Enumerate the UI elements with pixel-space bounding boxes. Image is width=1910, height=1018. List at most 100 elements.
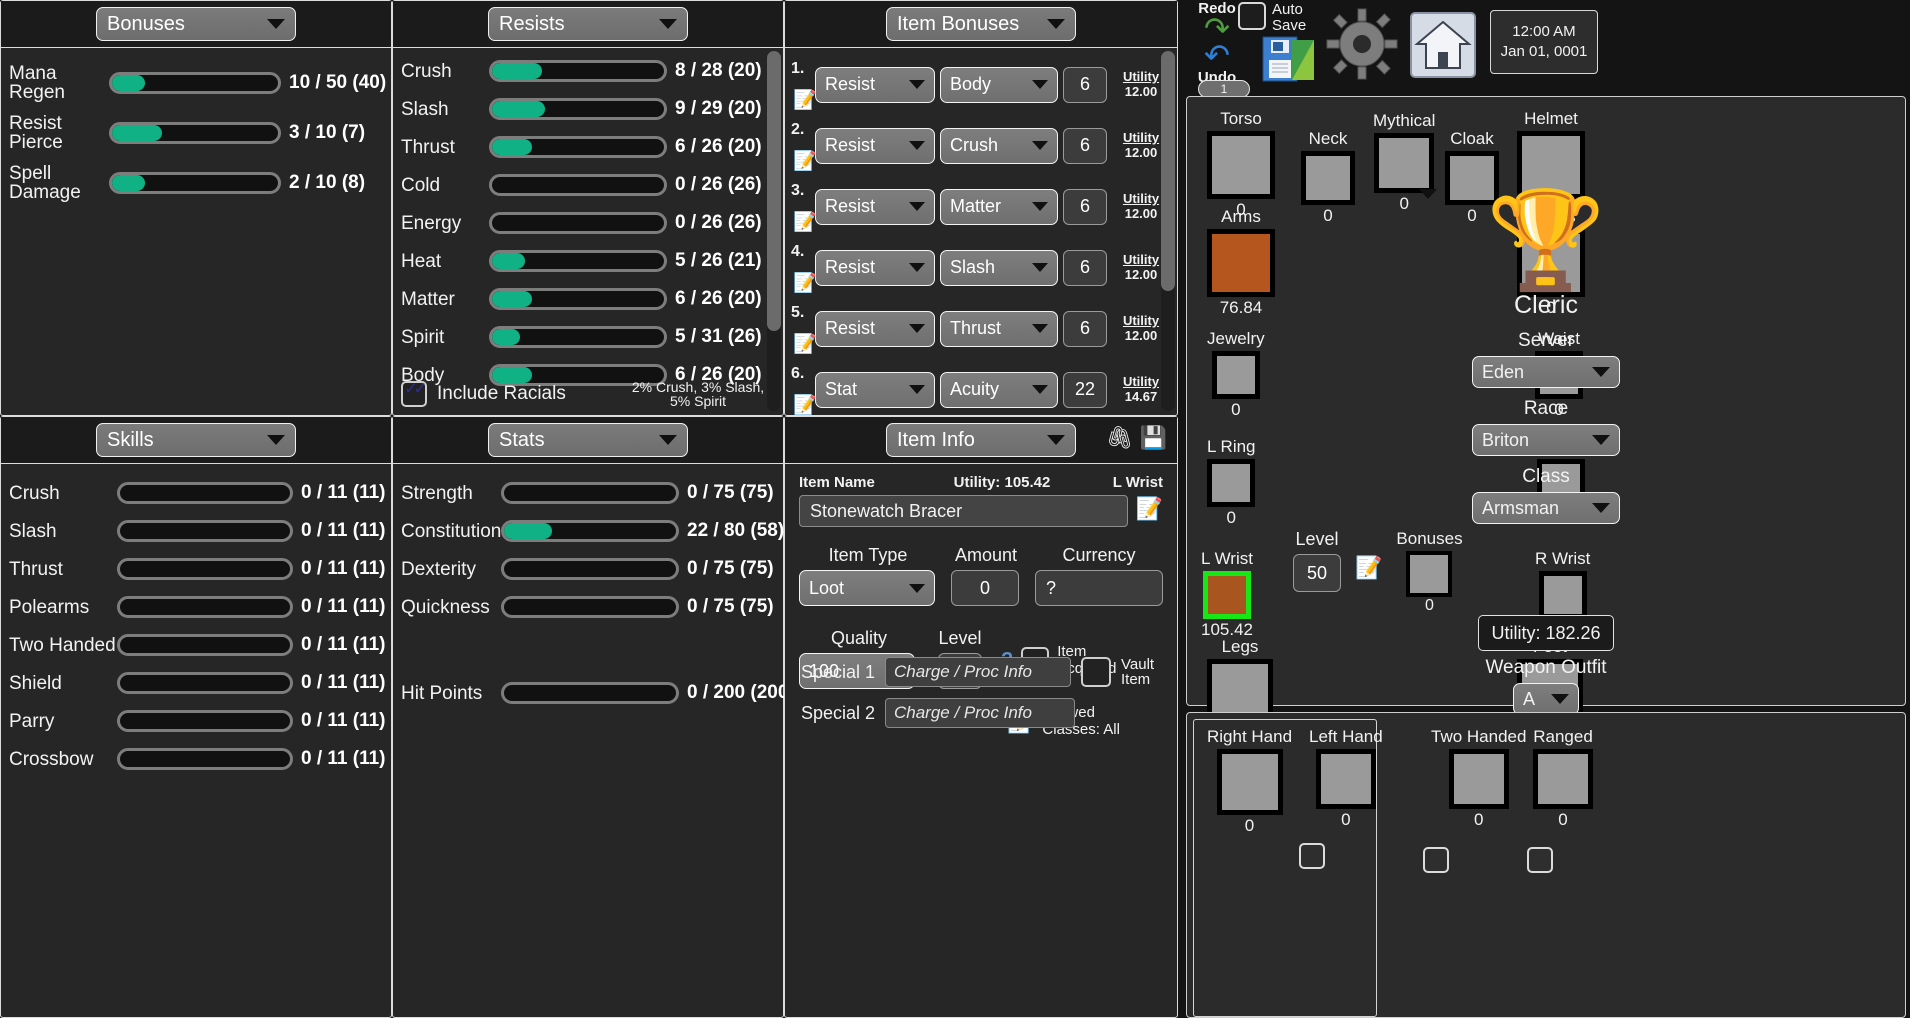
bar-track[interactable]: [109, 72, 281, 94]
slot-cloak[interactable]: Cloak 0: [1445, 129, 1499, 226]
bar-track[interactable]: [489, 212, 667, 234]
bar-track[interactable]: [489, 250, 667, 272]
edit-note-icon[interactable]: 📝: [793, 151, 817, 172]
slot-box[interactable]: [1517, 131, 1585, 199]
bonus-target-dropdown[interactable]: Crush: [940, 127, 1058, 164]
slot-box[interactable]: [1533, 749, 1593, 809]
bonus-type-dropdown[interactable]: Resist: [815, 188, 935, 225]
bar-track[interactable]: [109, 122, 281, 144]
bonus-target-dropdown[interactable]: Body: [940, 66, 1058, 103]
bonus-amount-input[interactable]: 6: [1063, 66, 1107, 103]
bonuses-dropdown[interactable]: Bonuses: [96, 7, 296, 41]
slot-box[interactable]: [1538, 571, 1587, 619]
slot-box[interactable]: [1517, 229, 1585, 297]
stats-dropdown[interactable]: Stats: [488, 423, 688, 457]
bonus-amount-input[interactable]: 6: [1063, 310, 1107, 347]
bonus-type-dropdown[interactable]: Stat: [815, 371, 935, 408]
slot-box[interactable]: [1448, 749, 1509, 809]
slot-arms[interactable]: Arms 76.84: [1207, 207, 1275, 318]
slot-torso[interactable]: Torso 0: [1207, 109, 1275, 220]
save-icon[interactable]: [1262, 36, 1314, 84]
include-racials-checkbox[interactable]: [401, 379, 427, 408]
bonus-amount-input[interactable]: 6: [1063, 127, 1107, 164]
slot-box[interactable]: [1211, 351, 1260, 399]
slot-l-ring[interactable]: L Ring 0: [1207, 437, 1256, 528]
bar-track[interactable]: [117, 710, 293, 732]
slot-box[interactable]: [1203, 571, 1251, 619]
bonus-target-dropdown[interactable]: Acuity: [940, 371, 1058, 408]
bonus-amount-input[interactable]: 6: [1063, 249, 1107, 286]
slot-box[interactable]: [1207, 131, 1275, 199]
edit-note-icon[interactable]: 📝: [793, 273, 817, 294]
edit-note-icon[interactable]: 📝: [793, 334, 817, 355]
bonus-amount-input[interactable]: 6: [1063, 188, 1107, 225]
weapon-outfit-dropdown[interactable]: A: [1513, 683, 1579, 715]
edit-note-icon[interactable]: 📝: [793, 212, 817, 233]
bar-track[interactable]: [117, 558, 293, 580]
bar-track[interactable]: [489, 60, 667, 82]
notes-icon[interactable]: 📝: [1355, 555, 1383, 580]
gear-icon[interactable]: [1326, 8, 1398, 85]
slot-ranged[interactable]: Ranged 0: [1533, 727, 1593, 830]
resists-scrollbar[interactable]: [767, 51, 781, 411]
skills-dropdown[interactable]: Skills: [96, 423, 296, 457]
scrollbar-thumb[interactable]: [767, 51, 781, 331]
bar-track[interactable]: [501, 520, 679, 542]
amount-input[interactable]: 0: [951, 570, 1019, 606]
edit-note-icon[interactable]: 📝: [793, 90, 817, 111]
slot-left-hand[interactable]: Left Hand 0: [1309, 727, 1383, 830]
redo-button[interactable]: Redo ↷: [1186, 0, 1248, 44]
auto-save-toggle[interactable]: Auto Save: [1238, 2, 1306, 34]
slot-box[interactable]: [1207, 459, 1256, 507]
one-handed-active-checkbox[interactable]: [1299, 843, 1325, 869]
bar-track[interactable]: [489, 98, 667, 120]
item-bonuses-scrollbar[interactable]: [1161, 51, 1175, 411]
bar-track[interactable]: [501, 482, 679, 504]
bar-track[interactable]: [489, 174, 667, 196]
level-input[interactable]: 50: [1293, 554, 1341, 592]
bar-track[interactable]: [117, 596, 293, 618]
bar-track[interactable]: [489, 136, 667, 158]
bar-track[interactable]: [489, 364, 667, 386]
slot-two-handed[interactable]: Two Handed 0: [1431, 727, 1526, 830]
home-icon[interactable]: [1410, 12, 1476, 78]
server-dropdown[interactable]: Eden: [1472, 356, 1620, 388]
vault-item-checkbox[interactable]: [1081, 657, 1111, 688]
bar-track[interactable]: [501, 596, 679, 618]
edit-note-icon[interactable]: 📝: [1135, 496, 1163, 521]
load-item-icon[interactable]: 🖇: [1105, 425, 1134, 450]
bar-track[interactable]: [117, 748, 293, 770]
slot-mythical[interactable]: Mythical 0: [1373, 111, 1435, 214]
auto-save-checkbox[interactable]: [1238, 2, 1266, 30]
edit-note-icon[interactable]: 📝: [793, 395, 817, 416]
slot-box[interactable]: [1315, 749, 1376, 809]
bar-track[interactable]: [109, 172, 281, 194]
bonus-target-dropdown[interactable]: Matter: [940, 188, 1058, 225]
item-info-dropdown[interactable]: Item Info: [886, 423, 1076, 457]
bonus-type-dropdown[interactable]: Resist: [815, 310, 935, 347]
bonus-amount-input[interactable]: 22: [1063, 371, 1107, 408]
bonus-type-dropdown[interactable]: Resist: [815, 127, 935, 164]
two-handed-active-checkbox[interactable]: [1423, 847, 1449, 873]
special-2-input[interactable]: Charge / Proc Info: [885, 698, 1075, 728]
slot-jewelry[interactable]: Jewelry 0: [1207, 329, 1265, 420]
bonus-target-dropdown[interactable]: Slash: [940, 249, 1058, 286]
bar-track[interactable]: [117, 634, 293, 656]
bar-track[interactable]: [501, 558, 679, 580]
slot-box[interactable]: [1207, 229, 1275, 297]
resists-dropdown[interactable]: Resists: [488, 7, 688, 41]
bar-track[interactable]: [117, 482, 293, 504]
slot-box[interactable]: [1301, 151, 1355, 205]
slot-hands[interactable]: Hands 0: [1517, 207, 1585, 318]
bonus-type-dropdown[interactable]: Resist: [815, 249, 935, 286]
item-type-dropdown[interactable]: Loot: [799, 570, 935, 606]
race-dropdown[interactable]: Briton: [1472, 424, 1620, 456]
bonus-type-dropdown[interactable]: Resist: [815, 66, 935, 103]
slot-box[interactable]: [1374, 133, 1435, 193]
class-dropdown[interactable]: Armsman: [1472, 492, 1620, 524]
scrollbar-thumb[interactable]: [1161, 51, 1175, 291]
currency-input[interactable]: ?: [1035, 570, 1163, 606]
bar-track[interactable]: [117, 672, 293, 694]
slot-l-wrist[interactable]: L Wrist 105.42: [1201, 549, 1253, 640]
slot-r-wrist[interactable]: R Wrist 0: [1535, 549, 1590, 640]
